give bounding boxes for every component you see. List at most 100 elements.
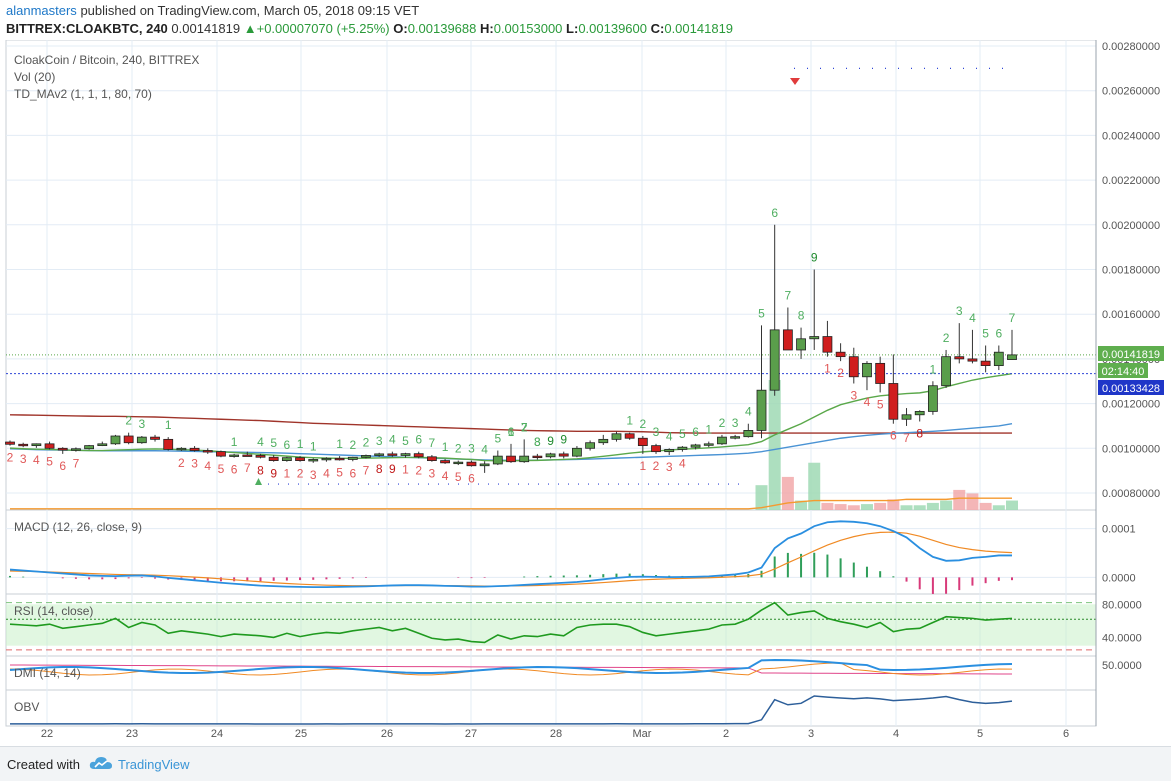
x-tick-label: 5 [977, 728, 983, 740]
candle-up [677, 446, 688, 450]
y-tick-label: 0.00280000 [1102, 41, 1160, 53]
rsi-line [9, 601, 1013, 644]
candle-down [782, 329, 793, 351]
candle-down [651, 445, 661, 453]
candle-down [637, 437, 648, 447]
candle-down [387, 453, 398, 456]
td-buy-count: 6 [771, 206, 778, 220]
candle-down [295, 457, 305, 461]
y-tick-label: 0.00260000 [1102, 86, 1160, 98]
td-buy-count: 1 [705, 423, 712, 437]
candle-up [611, 433, 622, 440]
change-value: ▲ [243, 21, 257, 36]
td-buy-count: 1 [442, 440, 449, 454]
volume-bar [795, 500, 808, 510]
td-sell-count: 6 [349, 466, 356, 480]
td-sell-count: 4 [442, 469, 449, 483]
rsi-band-fill [6, 604, 1096, 646]
td-buy-count: 4 [666, 429, 673, 443]
td-buy-count: 1 [930, 362, 937, 376]
x-tick-label: 23 [126, 728, 138, 740]
chart-canvas[interactable]: 2 3 11 4 5 6 1 1 1 2 2 3 4 5 6 7 1 2 3 45 6 78 9 91 231 23 4 5 6 1 2 34… [0, 40, 1171, 746]
candle-up [598, 438, 609, 444]
candle-up [347, 456, 358, 460]
volume-ma-line [10, 497, 1012, 510]
volume-bar [926, 502, 939, 510]
td-sell-count: 3 [310, 468, 317, 482]
candle-up [110, 435, 121, 445]
td-buy-count: 3 [956, 304, 963, 318]
td-buy-count: 6 [995, 326, 1002, 340]
tradingview-brand-link[interactable]: TradingView [118, 757, 190, 772]
obv-pane [5, 689, 1097, 727]
td-sell-count: 3 [666, 460, 673, 474]
candle-down [888, 383, 899, 420]
low-label: L: [566, 21, 579, 36]
candle-down [268, 456, 279, 461]
td-buy-count: 2 [363, 436, 370, 450]
y-tick-label: 0.00180000 [1102, 265, 1160, 277]
dmi-plus-line [9, 662, 1013, 676]
candle-up [901, 414, 912, 420]
td-sell-count: 4 [323, 467, 330, 481]
candle-up [1007, 354, 1017, 360]
td-sell-count: 5 [336, 466, 343, 480]
candle-up [71, 448, 81, 451]
td-buy-count: 1 [231, 435, 238, 449]
candle-up [756, 389, 767, 431]
candle-down [875, 362, 886, 384]
x-tick-label: 26 [381, 728, 393, 740]
candle-up [941, 356, 951, 387]
candle-up [176, 447, 187, 451]
candle-down [5, 441, 15, 445]
candle-up [572, 447, 582, 457]
td-sell-count: 7 [73, 457, 80, 471]
candle-up [545, 453, 556, 458]
x-tick-label: 4 [893, 728, 899, 740]
ma-price-badge [1098, 380, 1164, 395]
volume-bar [900, 505, 913, 510]
td-buy-count: 9 [811, 251, 818, 265]
td-buy-count: 2 [719, 416, 726, 430]
candle-down [413, 453, 424, 458]
td-sell-count: 4 [33, 453, 40, 467]
td-sell-count: 3 [191, 457, 198, 471]
candle-up [703, 443, 714, 446]
td-buy-count: 5 [758, 306, 765, 320]
x-tick-label: 3 [808, 728, 814, 740]
candle-up [84, 445, 95, 450]
candle-up [730, 436, 741, 439]
last-price: 0.00141819 [171, 21, 241, 36]
candle-down [506, 455, 516, 463]
td-sell-count: 6 [59, 459, 66, 473]
tradingview-cloud-icon[interactable] [88, 755, 114, 771]
td-sell-count: 8 [257, 463, 264, 477]
footer: Created with TradingView [0, 746, 1171, 781]
td-buy-count: 3 [534, 435, 541, 449]
td-buy-count: 4 [389, 433, 396, 447]
candle-down [18, 443, 29, 447]
x-tick-label: 27 [465, 728, 477, 740]
last-price-badge-text: 0.00141819 [1102, 349, 1160, 361]
chart-header: alanmasters published on TradingView.com… [0, 0, 1171, 40]
y-tick-label: 0.00100000 [1102, 443, 1160, 455]
candle-up [862, 362, 872, 378]
td-sell-count: 7 [363, 463, 370, 477]
close-label: C: [650, 21, 665, 36]
candle-up [914, 411, 925, 416]
candle-down [123, 435, 134, 444]
y-tick-label: 0.00240000 [1102, 130, 1160, 142]
candle-up [664, 449, 675, 453]
candle-down [980, 360, 991, 367]
candle-down [334, 457, 345, 461]
candle-up [229, 454, 240, 457]
td-buy-count: 5 [494, 432, 501, 446]
candle-down [242, 454, 253, 457]
td-sell-count: 5 [455, 470, 462, 484]
adx-line [9, 659, 1013, 674]
candle-up [136, 436, 147, 444]
x-tick-label: 22 [41, 728, 53, 740]
ohlc-line: BITTREX:CLOAKBTC, 240 0.00141819 ▲+0.000… [6, 21, 733, 36]
author-link[interactable]: alanmasters [6, 3, 77, 18]
candle-down [255, 455, 266, 458]
